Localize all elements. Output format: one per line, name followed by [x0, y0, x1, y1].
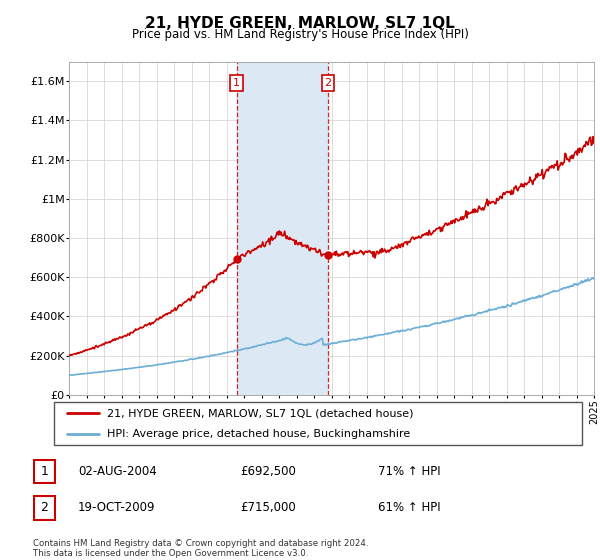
Text: 19-OCT-2009: 19-OCT-2009 — [78, 501, 155, 515]
FancyBboxPatch shape — [34, 460, 55, 483]
Text: 2: 2 — [40, 501, 49, 515]
Text: 1: 1 — [40, 465, 49, 478]
FancyBboxPatch shape — [54, 402, 582, 445]
Text: 21, HYDE GREEN, MARLOW, SL7 1QL: 21, HYDE GREEN, MARLOW, SL7 1QL — [145, 16, 455, 31]
Text: Contains HM Land Registry data © Crown copyright and database right 2024.
This d: Contains HM Land Registry data © Crown c… — [33, 539, 368, 558]
Text: 2: 2 — [324, 78, 331, 88]
Text: 71% ↑ HPI: 71% ↑ HPI — [378, 465, 440, 478]
Text: HPI: Average price, detached house, Buckinghamshire: HPI: Average price, detached house, Buck… — [107, 430, 410, 439]
Text: 21, HYDE GREEN, MARLOW, SL7 1QL (detached house): 21, HYDE GREEN, MARLOW, SL7 1QL (detache… — [107, 408, 413, 418]
Bar — [237, 62, 328, 395]
Text: £692,500: £692,500 — [240, 465, 296, 478]
Text: 1: 1 — [233, 78, 240, 88]
Text: 61% ↑ HPI: 61% ↑ HPI — [378, 501, 440, 515]
Text: 02-AUG-2004: 02-AUG-2004 — [78, 465, 157, 478]
Text: £715,000: £715,000 — [240, 501, 296, 515]
Text: Price paid vs. HM Land Registry's House Price Index (HPI): Price paid vs. HM Land Registry's House … — [131, 28, 469, 41]
FancyBboxPatch shape — [34, 496, 55, 520]
